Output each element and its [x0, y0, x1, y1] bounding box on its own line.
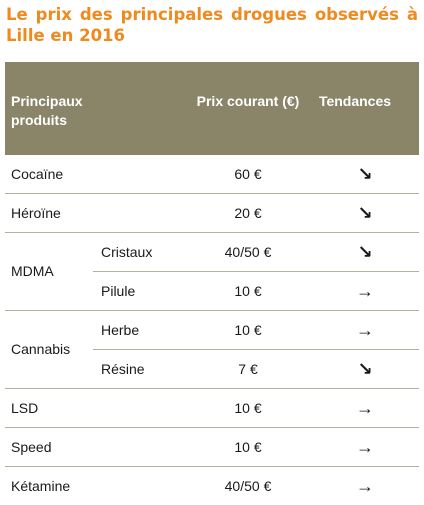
product-name: MDMA	[11, 263, 54, 279]
header-prix: Prix courant (€)	[196, 93, 300, 109]
table-row-group: Cannabis Herbe 10 € → Résine 7 € ↘	[5, 311, 419, 389]
product-price: 10 €	[234, 322, 262, 338]
header-produits: Principaux produits	[11, 93, 83, 128]
product-name: Cocaïne	[11, 166, 64, 182]
table-subrow: Cristaux 40/50 € ↘	[93, 233, 419, 272]
product-price: 10 €	[234, 439, 262, 455]
trend-stable-icon: →	[356, 281, 374, 301]
product-price: 10 €	[234, 283, 262, 299]
table-row: Kétamine 40/50 € →	[5, 467, 419, 505]
table-header: Principaux produits Prix courant (€) Ten…	[5, 62, 419, 155]
trend-down-icon: ↘	[357, 164, 373, 184]
trend-stable-icon: →	[356, 476, 374, 496]
product-name: LSD	[11, 400, 39, 416]
product-price: 40/50 €	[224, 478, 272, 494]
product-name: Speed	[11, 439, 52, 455]
table-row: Héroïne 20 € ↘	[5, 194, 419, 233]
trend-stable-icon: →	[356, 320, 374, 340]
table-subrow: Résine 7 € ↘	[93, 350, 419, 388]
product-price: 20 €	[234, 205, 262, 221]
product-price: 7 €	[238, 361, 258, 377]
product-name: Kétamine	[11, 478, 71, 494]
product-price: 40/50 €	[224, 244, 272, 260]
product-name: Cannabis	[11, 341, 71, 357]
trend-stable-icon: →	[356, 398, 374, 418]
trend-stable-icon: →	[356, 437, 374, 457]
variant-name: Pilule	[101, 283, 136, 299]
trend-down-icon: ↘	[357, 359, 373, 379]
header-tendances: Tendances	[318, 93, 392, 109]
product-price: 60 €	[234, 166, 262, 182]
product-price: 10 €	[234, 400, 262, 416]
trend-down-icon: ↘	[357, 203, 373, 223]
trend-down-icon: ↘	[357, 242, 373, 262]
price-table: Principaux produits Prix courant (€) Ten…	[5, 62, 419, 505]
table-subrow: Pilule 10 € →	[93, 272, 419, 310]
variant-name: Cristaux	[101, 244, 153, 260]
page-title: Le prix des principales drogues observés…	[6, 5, 418, 45]
table-row-group: MDMA Cristaux 40/50 € ↘ Pilule 10 € →	[5, 233, 419, 311]
variant-name: Résine	[101, 361, 145, 377]
table-row: LSD 10 € →	[5, 389, 419, 428]
table-subrow: Herbe 10 € →	[93, 311, 419, 350]
variant-name: Herbe	[101, 322, 140, 338]
table-row: Cocaïne 60 € ↘	[5, 155, 419, 194]
table-row: Speed 10 € →	[5, 428, 419, 467]
product-name: Héroïne	[11, 205, 61, 221]
